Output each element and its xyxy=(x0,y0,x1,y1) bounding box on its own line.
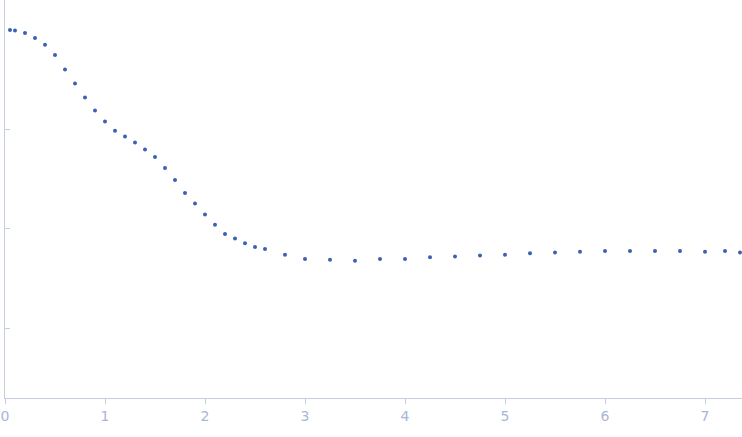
svg-text:7: 7 xyxy=(701,408,710,424)
svg-text:2: 2 xyxy=(201,408,210,424)
svg-text:0: 0 xyxy=(1,408,10,424)
svg-text:3: 3 xyxy=(301,408,310,424)
svg-text:1: 1 xyxy=(101,408,110,424)
svg-text:6: 6 xyxy=(601,408,610,424)
svg-text:5: 5 xyxy=(501,408,510,424)
svg-text:4: 4 xyxy=(401,408,410,424)
